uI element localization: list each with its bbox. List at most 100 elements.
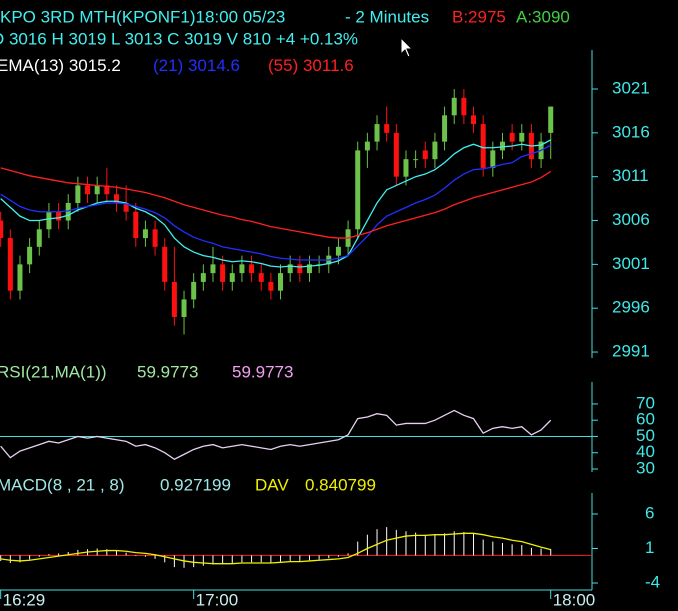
candle-body: [268, 281, 274, 291]
y-tick-label: 50: [636, 426, 655, 445]
candle-body: [181, 299, 187, 317]
legend-value: 3014.6: [188, 56, 240, 75]
legend-value: 59.9773: [137, 362, 198, 381]
candle-body: [152, 229, 158, 247]
y-tick-label: 40: [636, 442, 655, 461]
candle-body: [393, 132, 399, 177]
candle-body: [220, 264, 226, 282]
y-tick-label: 6: [645, 503, 654, 522]
ask: A:3090: [516, 7, 570, 26]
candle-body: [403, 159, 409, 177]
candle-body: [548, 106, 554, 133]
legend-ema13: EMA(13) 3015.2: [0, 56, 121, 75]
candle-body: [85, 185, 91, 195]
legend-ema55: (55) 3011.6: [268, 56, 354, 75]
series-line: [0, 409, 552, 460]
series-line: [0, 532, 551, 565]
y-tick-label: 3016: [612, 122, 650, 141]
candle-body: [56, 211, 62, 221]
candle-body: [200, 273, 206, 282]
y-tick-label: -4: [645, 573, 660, 592]
candle-body: [384, 124, 390, 133]
y-tick-label: 3001: [612, 254, 650, 273]
y-tick-label: 2991: [612, 342, 650, 361]
candle-body: [229, 273, 235, 282]
candle-body: [490, 150, 496, 168]
candle-body: [0, 220, 4, 239]
candle-body: [480, 124, 486, 168]
candle-body: [306, 264, 312, 274]
y-tick-label: 2996: [612, 298, 650, 317]
candle-body: [191, 281, 197, 300]
candle-body: [364, 141, 370, 151]
candle-body: [7, 238, 13, 291]
title: KPO 3RD MTH(KPONF1)18:00 05/23: [0, 7, 285, 26]
legend-value: 0.927199: [160, 475, 231, 494]
series-line: [0, 144, 552, 261]
candle-body: [278, 273, 284, 291]
candle-body: [17, 264, 23, 291]
candle-body: [355, 150, 361, 230]
candle-body: [499, 141, 505, 151]
y-tick-label: 60: [636, 410, 655, 429]
bid: B:2975: [452, 7, 506, 26]
candle-body: [258, 273, 264, 282]
candle-body: [249, 264, 255, 274]
legend-dav: DAV: [255, 475, 289, 494]
legend-name: EMA(13): [0, 56, 64, 75]
y-tick-label: 1: [645, 538, 654, 557]
candle-body: [123, 202, 129, 212]
candle-body: [94, 185, 100, 195]
candle-body: [162, 246, 168, 282]
series-line: [0, 167, 552, 239]
candle-body: [75, 185, 81, 203]
legend-name: (55): [268, 56, 298, 75]
legend-macd: MACD(8 , 21 , 8): [0, 475, 125, 494]
candle-body: [297, 264, 303, 274]
candle-body: [104, 185, 110, 195]
candle-body: [46, 211, 52, 230]
candle-body: [461, 97, 467, 116]
candle-body: [519, 132, 525, 142]
y-tick-label: 3011: [612, 166, 649, 185]
candle-body: [113, 194, 119, 203]
legend-value: 3015.2: [69, 56, 121, 75]
candle-body: [451, 97, 457, 116]
candle-body: [471, 115, 477, 125]
candle-body: [413, 159, 419, 161]
quote: O 3016 H 3019 L 3013 C 3019 V 810 +4 +0.…: [0, 29, 358, 48]
candle-body: [422, 150, 428, 160]
x-tick-label: 16:29: [3, 590, 46, 609]
legend-value: 59.9773: [232, 362, 293, 381]
candle-body: [142, 229, 148, 239]
x-tick-label: 17:00: [196, 590, 239, 609]
candle-body: [442, 115, 448, 142]
candle-body: [374, 124, 380, 142]
candle-body: [287, 264, 293, 274]
candle-body: [36, 229, 42, 247]
candle-body: [509, 132, 515, 142]
candle-body: [133, 211, 139, 239]
y-tick-label: 3006: [612, 210, 650, 229]
y-tick-label: 70: [636, 393, 655, 412]
legend-rsi: RSI(21,MA(1)): [0, 362, 107, 381]
y-tick-label: 3021: [612, 78, 650, 97]
candle-body: [27, 246, 33, 265]
series-line: [0, 139, 552, 268]
candle-body: [239, 264, 245, 274]
legend-value: 3011.6: [303, 56, 354, 75]
y-tick-label: 30: [636, 458, 655, 477]
x-tick-label: 18:00: [553, 590, 596, 609]
interval: - 2 Minutes: [345, 7, 429, 26]
cursor: [400, 36, 414, 58]
candle-body: [335, 246, 341, 256]
legend-name: (21): [153, 56, 183, 75]
candle-body: [210, 264, 216, 274]
legend-ema21: (21) 3014.6: [153, 56, 240, 75]
candle-body: [432, 141, 438, 160]
candle-body: [65, 202, 71, 221]
candle-body: [171, 281, 177, 317]
legend-value: 0.840799: [305, 475, 376, 494]
